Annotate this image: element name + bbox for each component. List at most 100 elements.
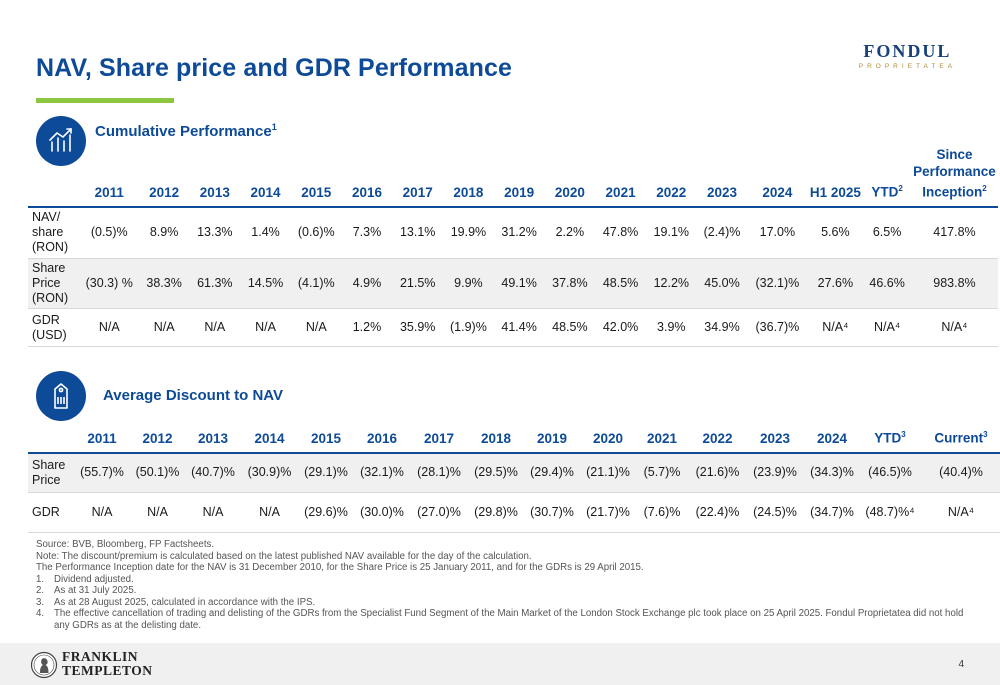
- column-header: 2012: [138, 146, 190, 208]
- column-header: 2011: [79, 146, 139, 208]
- column-header: 2015: [290, 146, 342, 208]
- franklin-templeton-wordmark: FRANKLIN TEMPLETON: [62, 649, 153, 678]
- column-header: 2017: [410, 426, 468, 454]
- numbered-footnote: 3. As at 28 August 2025, calculated in ac…: [36, 596, 316, 608]
- column-header: 2011: [74, 426, 130, 454]
- table-cell: 1.4%: [240, 206, 291, 259]
- table-cell: N/A⁴: [863, 308, 911, 347]
- column-header: 2019: [493, 146, 545, 208]
- table-cell: (29.5)%: [468, 452, 524, 493]
- column-header: H1 2025: [807, 146, 864, 208]
- numbered-footnote: 1. Dividend adjusted.: [36, 573, 134, 585]
- column-header: 2017: [392, 146, 444, 208]
- table-cell: 31.2%: [493, 206, 545, 259]
- table-cell: N/A⁴: [919, 492, 1000, 533]
- column-header: Since Performance Inception2: [910, 146, 998, 208]
- table-cell: (48.7)%⁴: [861, 492, 919, 533]
- table-cell: 19.9%: [443, 206, 494, 259]
- table-cell: (32.1)%: [354, 452, 410, 493]
- numbered-footnote: 4. The effective cancellation of trading …: [36, 608, 964, 631]
- footnote-line: Note: The discount/premium is calculated…: [36, 550, 532, 562]
- table-row: Share Price (55.7)% (50.1)% (40.7)% (30.9)%(…: [28, 452, 1000, 493]
- column-header: 2016: [341, 146, 393, 208]
- table-cell: 35.9%: [392, 308, 444, 347]
- footnotes: Source: BVB, Bloomberg, FP Factsheets. No…: [36, 539, 976, 631]
- column-header: 2022: [688, 426, 747, 454]
- table-cell: (29.6)%: [298, 492, 354, 533]
- footnote-line: The Performance Inception date for the N…: [36, 562, 644, 573]
- table-cell: 8.9%: [138, 206, 190, 259]
- page-title: NAV, Share price and GDR Performance: [36, 54, 512, 82]
- table-cell: (0.6)%: [290, 206, 342, 259]
- table-cell: N/A: [241, 492, 298, 533]
- column-header: 2019: [524, 426, 580, 454]
- price-tag-icon: [36, 371, 86, 421]
- table-cell: (34.3)%: [803, 452, 861, 493]
- table-row: GDR (USD) N/A N/A N/A N/A N/A 1.2% 35.9% (1.9)% 4…: [28, 308, 998, 347]
- table-cell: 5.6%: [807, 206, 864, 259]
- column-header: 2014: [241, 426, 298, 454]
- table-cell: 417.8%: [910, 206, 998, 259]
- row-label: GDR (USD): [28, 308, 80, 347]
- column-header: 2023: [696, 146, 748, 208]
- table-cell: N/A⁴: [910, 308, 998, 347]
- column-header: 2020: [544, 146, 596, 208]
- table-cell: (32.1)%: [747, 258, 808, 309]
- section-title-cumulative: Cumulative Performance1: [95, 122, 277, 140]
- table-cell: (1.9)%: [443, 308, 494, 347]
- table-cell: 7.3%: [341, 206, 393, 259]
- row-label: GDR: [28, 492, 74, 533]
- table-cell: 46.6%: [863, 258, 911, 309]
- row-label: Share Price: [28, 452, 74, 493]
- table-cell: 17.0%: [747, 206, 808, 259]
- row-label: Share Price (RON): [28, 258, 80, 309]
- table-cell: 42.0%: [595, 308, 646, 347]
- column-header: 2014: [240, 146, 291, 208]
- table-cell: (7.6)%: [636, 492, 688, 533]
- table-cell: N/A⁴: [807, 308, 864, 347]
- column-header: 2021: [595, 146, 646, 208]
- table-cell: (22.4)%: [688, 492, 747, 533]
- column-header: 2013: [185, 426, 241, 454]
- row-label: NAV/ share (RON): [28, 206, 80, 259]
- table-cell: 3.9%: [645, 308, 697, 347]
- table-cell: (30.9)%: [241, 452, 298, 493]
- header-corner-cell: [28, 426, 74, 454]
- table-cell: (40.7)%: [185, 452, 241, 493]
- table-cell: 27.6%: [807, 258, 864, 309]
- column-header: 2023: [747, 426, 803, 454]
- table-cell: 49.1%: [493, 258, 545, 309]
- table-cell: (29.8)%: [468, 492, 524, 533]
- table-cell: (24.5)%: [747, 492, 803, 533]
- column-header: 2012: [130, 426, 185, 454]
- table-cell: 48.5%: [595, 258, 646, 309]
- table-cell: N/A: [290, 308, 342, 347]
- fondul-logo: FONDUL PROPRIETATEA: [859, 41, 956, 70]
- average-discount-table: 2011 2012 2013 2014 2015 2016 2017 2018 2019 2020…: [28, 426, 1000, 533]
- table-cell: 34.9%: [696, 308, 748, 347]
- table-cell: 13.1%: [392, 206, 444, 259]
- table-cell: N/A: [74, 492, 130, 533]
- table-cell: N/A: [240, 308, 291, 347]
- header-corner-cell: [28, 146, 80, 208]
- table-cell: 61.3%: [189, 258, 241, 309]
- logo-name: FONDUL: [863, 41, 952, 61]
- column-header: 2015: [298, 426, 354, 454]
- table-cell: 21.5%: [392, 258, 444, 309]
- table-cell: (46.5)%: [861, 452, 919, 493]
- table-cell: 37.8%: [544, 258, 596, 309]
- table-cell: 38.3%: [138, 258, 190, 309]
- table-cell: (30.3) %: [79, 258, 139, 309]
- column-header: 2016: [354, 426, 410, 454]
- column-header: Current3: [919, 426, 1000, 454]
- table-cell: 2.2%: [544, 206, 596, 259]
- table-cell: (28.1)%: [410, 452, 468, 493]
- column-header: 2013: [189, 146, 241, 208]
- table-cell: (23.9)%: [747, 452, 803, 493]
- table-cell: 4.9%: [341, 258, 393, 309]
- table-row: NAV/ share (RON) (0.5)% 8.9% 13.3% 1.4% (0.6)…: [28, 206, 998, 259]
- table-cell: (55.7)%: [74, 452, 130, 493]
- column-header: 2021: [636, 426, 688, 454]
- table-cell: N/A: [138, 308, 190, 347]
- table-cell: (21.7)%: [580, 492, 636, 533]
